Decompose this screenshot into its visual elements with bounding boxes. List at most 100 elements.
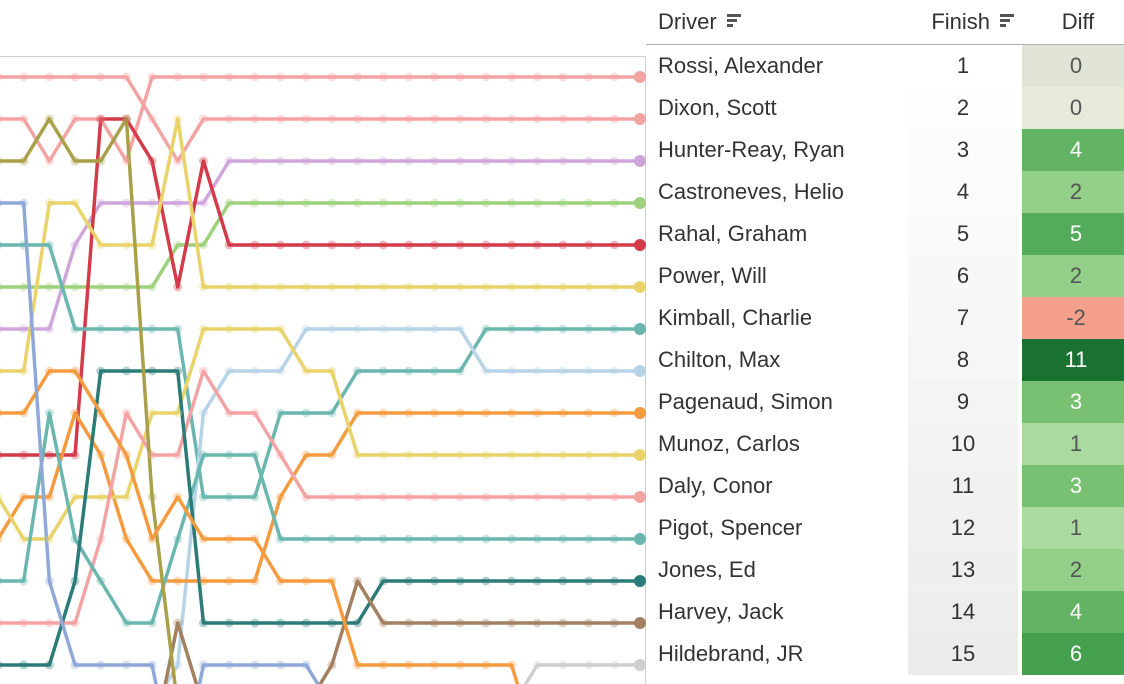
series-marker	[250, 577, 259, 586]
series-marker	[173, 283, 182, 292]
table-row[interactable]: Munoz, Carlos101	[646, 423, 1124, 465]
series-marker	[302, 115, 311, 124]
table-row[interactable]: Kimball, Charlie7-2	[646, 297, 1124, 339]
table-row[interactable]: Rahal, Graham55	[646, 213, 1124, 255]
series-marker	[430, 661, 439, 670]
series-marker	[96, 241, 105, 250]
series-marker	[584, 451, 593, 460]
series-marker	[507, 241, 516, 250]
series-marker	[584, 409, 593, 418]
series-marker	[199, 409, 208, 418]
series-marker	[430, 577, 439, 586]
header-driver[interactable]: Driver	[646, 9, 908, 35]
series-marker	[430, 115, 439, 124]
series-marker	[250, 283, 259, 292]
series-marker	[430, 493, 439, 502]
driver-cell: Pigot, Spencer	[646, 507, 908, 549]
series-marker	[533, 241, 542, 250]
series-marker	[122, 619, 131, 628]
series-marker	[302, 409, 311, 418]
series-marker	[558, 661, 567, 670]
series-marker	[533, 577, 542, 586]
series-marker	[45, 409, 54, 418]
driver-cell: Dixon, Scott	[646, 87, 908, 129]
series-marker	[122, 115, 131, 124]
series-marker	[302, 199, 311, 208]
table-row[interactable]: Chilton, Max811	[646, 339, 1124, 381]
table-row[interactable]: Dixon, Scott20	[646, 87, 1124, 129]
series-marker	[507, 661, 516, 670]
table-row[interactable]: Daly, Conor113	[646, 465, 1124, 507]
series-marker	[584, 241, 593, 250]
series-marker	[327, 577, 336, 586]
series-marker	[610, 325, 619, 334]
table-row[interactable]: Power, Will62	[646, 255, 1124, 297]
series-marker	[71, 367, 80, 376]
series-marker	[0, 661, 3, 670]
table-row[interactable]: Pigot, Spencer121	[646, 507, 1124, 549]
diff-cell: 4	[1022, 591, 1124, 633]
diff-cell: 11	[1022, 339, 1124, 381]
table-row[interactable]: Jones, Ed132	[646, 549, 1124, 591]
series-marker	[0, 241, 3, 250]
series-marker	[302, 241, 311, 250]
series-marker	[225, 325, 234, 334]
series-end-marker	[634, 71, 646, 83]
series-marker	[276, 199, 285, 208]
series-marker	[379, 199, 388, 208]
series-marker	[327, 451, 336, 460]
header-diff[interactable]: Diff	[1024, 9, 1124, 35]
table-row[interactable]: Rossi, Alexander10	[646, 45, 1124, 87]
series-marker	[276, 661, 285, 670]
table-row[interactable]: Harvey, Jack144	[646, 591, 1124, 633]
series-marker	[225, 577, 234, 586]
series-marker	[533, 199, 542, 208]
series-marker	[199, 115, 208, 124]
series-marker	[276, 325, 285, 334]
finish-cell: 10	[908, 423, 1018, 465]
series-marker	[404, 73, 413, 82]
series-marker	[610, 409, 619, 418]
table-row[interactable]: Castroneves, Helio42	[646, 171, 1124, 213]
series-marker	[96, 451, 105, 460]
diff-cell: 2	[1022, 171, 1124, 213]
series-marker	[173, 115, 182, 124]
series-marker	[430, 157, 439, 166]
series-marker	[19, 577, 28, 586]
series-marker	[225, 661, 234, 670]
finish-cell: 12	[908, 507, 1018, 549]
series-marker	[584, 199, 593, 208]
table-row[interactable]: Hunter-Reay, Ryan34	[646, 129, 1124, 171]
series-marker	[45, 283, 54, 292]
series-marker	[96, 535, 105, 544]
series-marker	[173, 577, 182, 586]
series-marker	[379, 577, 388, 586]
table-header-row: Driver Finish Diff	[646, 0, 1124, 45]
series-marker	[353, 115, 362, 124]
finish-cell: 15	[908, 633, 1018, 675]
series-marker	[19, 535, 28, 544]
series-marker	[404, 241, 413, 250]
series-marker	[456, 451, 465, 460]
series-marker	[533, 283, 542, 292]
series-marker	[45, 661, 54, 670]
driver-cell: Hildebrand, JR	[646, 633, 908, 675]
series-marker	[302, 493, 311, 502]
series-marker	[225, 241, 234, 250]
table-row[interactable]: Pagenaud, Simon93	[646, 381, 1124, 423]
series-marker	[173, 535, 182, 544]
series-marker	[430, 241, 439, 250]
series-marker	[327, 241, 336, 250]
series-marker	[19, 493, 28, 502]
series-marker	[327, 619, 336, 628]
series-marker	[302, 451, 311, 460]
header-finish[interactable]: Finish	[908, 9, 1024, 35]
series-marker	[533, 367, 542, 376]
series-marker	[173, 619, 182, 628]
table-row[interactable]: Hildebrand, JR156	[646, 633, 1124, 675]
series-marker	[250, 661, 259, 670]
diff-cell: -2	[1022, 297, 1124, 339]
series-marker	[173, 367, 182, 376]
series-marker	[430, 199, 439, 208]
series-marker	[353, 325, 362, 334]
